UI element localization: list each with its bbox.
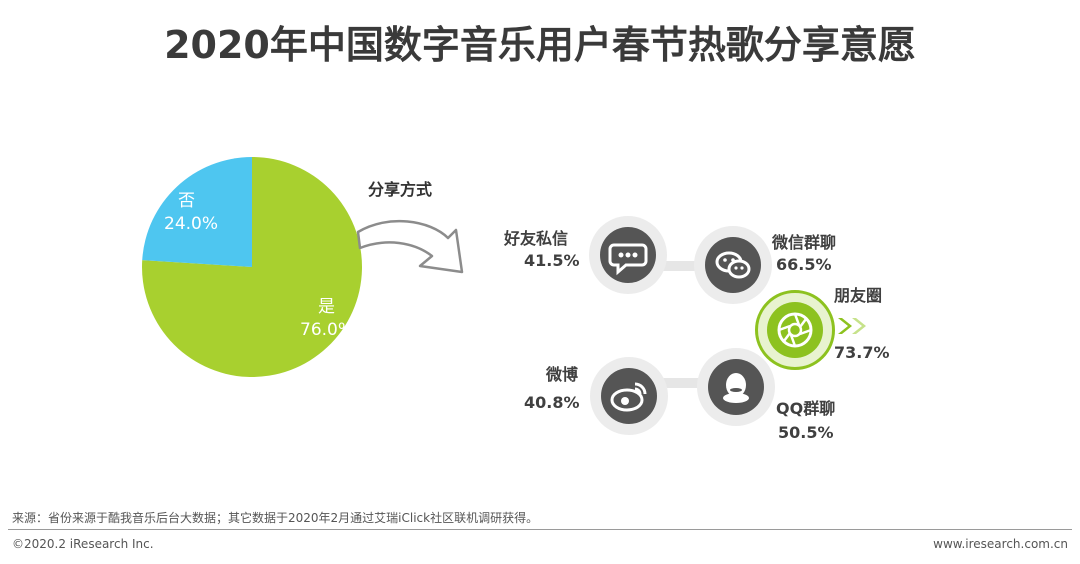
footer-divider	[8, 529, 1072, 530]
wechat-group-value: 66.5%	[776, 255, 832, 274]
weibo-value: 40.8%	[524, 393, 580, 412]
weibo-node	[590, 357, 668, 435]
pie-value-label-yes: 76.0%	[300, 320, 355, 340]
private-message-node	[589, 216, 667, 294]
qq-penguin-icon	[708, 359, 764, 415]
private-message-value: 41.5%	[524, 251, 580, 270]
page-title: 2020年中国数字音乐用户春节热歌分享意愿	[164, 23, 916, 67]
wechat-group-node	[694, 226, 772, 304]
chat-bubble-icon	[600, 227, 656, 283]
weibo-icon	[601, 368, 657, 424]
pie-category-label-no: 否	[178, 191, 195, 211]
pie-slice-yes	[142, 157, 362, 377]
wechat-icon	[705, 237, 761, 293]
moments-label: 朋友圈	[834, 286, 883, 305]
weibo-label: 微博	[546, 365, 579, 384]
double-chevron-icon	[838, 318, 866, 334]
connector-line	[650, 261, 730, 271]
share-methods-heading: 分享方式	[368, 180, 433, 199]
qq-group-label: QQ群聊	[776, 399, 836, 418]
qq-group-node	[697, 348, 775, 426]
source-note: 来源：省份来源于酷我音乐后台大数据；其它数据于2020年2月通过艾瑞iClick…	[12, 511, 539, 525]
website-link[interactable]: www.iresearch.com.cn	[933, 537, 1068, 551]
copyright-text: ©2020.2 iResearch Inc.	[12, 537, 154, 551]
moments-value: 73.7%	[834, 343, 890, 362]
private-message-label: 好友私信	[504, 229, 569, 248]
qq-group-value: 50.5%	[778, 423, 834, 442]
moments-node	[755, 290, 835, 370]
pie-slice-no	[142, 157, 252, 267]
camera-aperture-icon	[767, 302, 823, 358]
wechat-group-label: 微信群聊	[772, 233, 837, 252]
pie-category-label-yes: 是	[318, 297, 335, 317]
curved-arrow-icon	[356, 219, 464, 274]
connector-line	[650, 378, 730, 388]
pie-value-label-no: 24.0%	[164, 214, 219, 234]
